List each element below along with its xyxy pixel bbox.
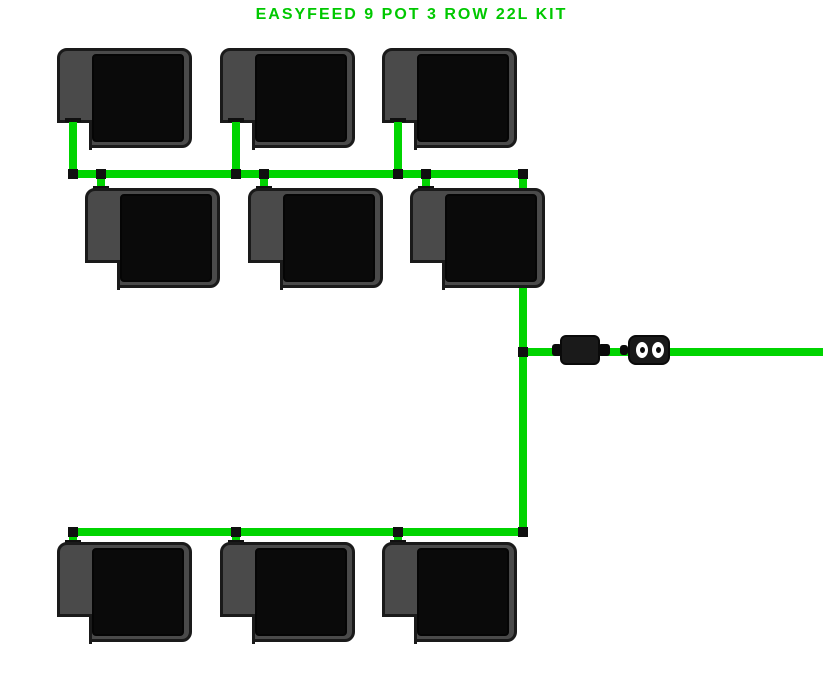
connector-plug-back <box>552 344 562 356</box>
pot-r2-c1-notch-edge-h <box>85 260 119 263</box>
pot-r2-c2-notch <box>246 262 282 292</box>
pot-r1-c1-stem <box>69 122 77 174</box>
pot-r3-c1-notch <box>55 616 91 646</box>
pot-r1-c3-pot <box>417 54 509 142</box>
pot-r2-c2-stem-joint <box>259 169 269 179</box>
pot-r3-c2-stem-joint <box>231 527 241 537</box>
pot-r2-c2-pot <box>283 194 375 282</box>
pot-r3-c3-notch <box>380 616 416 646</box>
pot-r3-c2-notch-edge-h <box>220 614 254 617</box>
pot-r1-c3-stem <box>394 122 402 174</box>
pot-r1-c3-stem-joint <box>393 169 403 179</box>
connector-socket-back <box>620 345 628 355</box>
pot-r3-c2-notch <box>218 616 254 646</box>
pot-r2-c1-pot <box>120 194 212 282</box>
pot-r2-c3-pot <box>445 194 537 282</box>
pot-r1-c3-stem-cap <box>390 118 406 122</box>
pot-r3-c1-stem-joint <box>68 527 78 537</box>
connector-socket-pupil-r <box>656 347 661 353</box>
pot-r1-c2-pot <box>255 54 347 142</box>
pot-r3-c1-notch-edge-h <box>57 614 91 617</box>
pipe-bus-row3 <box>70 528 527 536</box>
joint-bus-top-right <box>518 169 528 179</box>
joint-feed-tee <box>518 347 528 357</box>
pot-r2-c3-stem-joint <box>421 169 431 179</box>
pot-r1-c2-stem <box>232 122 240 174</box>
pot-r1-c1-pot <box>92 54 184 142</box>
pot-r3-c3-pot <box>417 548 509 636</box>
pot-r1-c1-stem-joint <box>68 169 78 179</box>
pot-r1-c2-stem-cap <box>228 118 244 122</box>
pot-r1-c1-stem-cap <box>65 118 81 122</box>
connector-socket-pupil-l <box>640 347 645 353</box>
pot-r3-c1-pot <box>92 548 184 636</box>
pot-r3-c3-notch-edge-h <box>382 614 416 617</box>
joint-bus-bottom-right <box>518 527 528 537</box>
diagram-title: EASYFEED 9 POT 3 ROW 22L KIT <box>0 6 823 24</box>
connector-plug-tip <box>598 344 610 356</box>
pot-r2-c1-notch <box>83 262 119 292</box>
pot-r2-c1-stem-joint <box>96 169 106 179</box>
pot-r2-c3-notch-edge-h <box>410 260 444 263</box>
pot-r2-c2-notch-edge-h <box>248 260 282 263</box>
pot-r3-c2-pot <box>255 548 347 636</box>
connector-plug-body <box>560 335 600 365</box>
pot-r1-c2-stem-joint <box>231 169 241 179</box>
pipe-bus-row1 <box>70 170 523 178</box>
pot-r3-c3-stem-joint <box>393 527 403 537</box>
pot-r2-c3-notch <box>408 262 444 292</box>
